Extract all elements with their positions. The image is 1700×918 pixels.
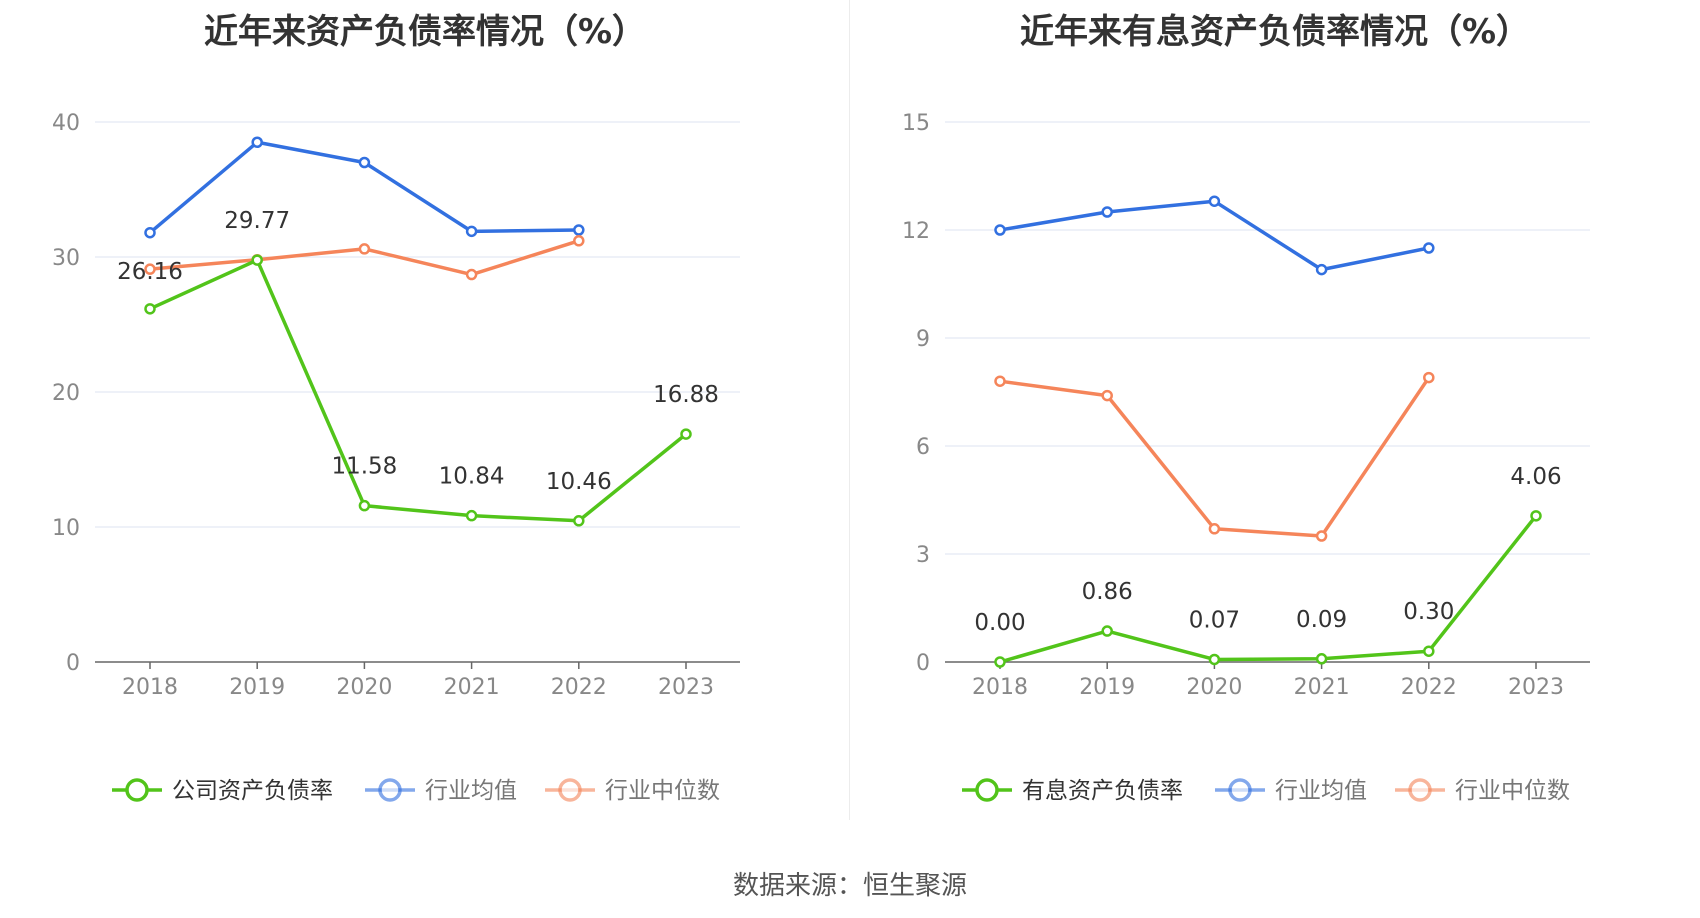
- data-point-median: [1315, 530, 1328, 542]
- chart-panel-debt-ratio: 近年来资产负债率情况（%） 0 10 20 30 40 2018 2019 2020 2021 2…: [0, 0, 850, 820]
- y-tick-label: 12: [902, 219, 930, 244]
- data-point-mean: [465, 225, 478, 238]
- data-point-company: [994, 656, 1006, 668]
- x-tick-label: 2019: [1079, 675, 1135, 700]
- data-point-company: [573, 515, 585, 527]
- data-label: 4.06: [1510, 464, 1561, 490]
- data-label: 0.86: [1082, 579, 1133, 605]
- legend-marker-company: [125, 778, 149, 802]
- legend-marker-mean: [378, 778, 402, 802]
- x-tick-label: 2020: [336, 675, 392, 700]
- legend-label: 行业中位数: [605, 778, 720, 804]
- y-tick-label: 10: [52, 516, 80, 541]
- data-point-median: [994, 375, 1006, 387]
- legend-marker-mean: [1228, 778, 1252, 802]
- data-point-company: [1530, 510, 1542, 522]
- data-point-mean: [1423, 242, 1435, 254]
- data-point-median: [465, 268, 478, 281]
- data-point-company: [1423, 645, 1435, 657]
- data-label: 29.77: [224, 208, 290, 234]
- x-tick-label: 2022: [551, 675, 607, 700]
- data-point-mean: [1315, 263, 1328, 276]
- y-tick-label: 9: [916, 327, 930, 352]
- data-label: 0.07: [1189, 607, 1240, 633]
- series-line-mean: [148, 140, 581, 235]
- data-point-mean: [1208, 195, 1221, 207]
- data-point-median: [1423, 371, 1435, 384]
- data-label: 16.88: [653, 382, 719, 408]
- data-point-company: [1315, 653, 1328, 665]
- legend-label: 行业均值: [1275, 778, 1367, 804]
- data-label: 0.09: [1296, 607, 1347, 633]
- x-tick-label: 2019: [229, 675, 285, 700]
- data-label: 0.30: [1403, 599, 1454, 625]
- line-chart-interest-debt-ratio: 0 3 6 9 12 15 2018 2019 2020 2021 2022 2023 0.00 0.86…: [902, 111, 1590, 804]
- data-point-median: [1101, 389, 1113, 402]
- series-line-median: [998, 375, 1431, 538]
- x-tick-label: 2022: [1401, 675, 1457, 700]
- data-point-company: [1101, 625, 1113, 637]
- y-tick-label: 3: [916, 543, 930, 568]
- data-point-median: [144, 263, 156, 275]
- data-point-mean: [251, 136, 263, 148]
- legend-marker-median: [558, 778, 582, 802]
- data-label: 10.84: [439, 464, 505, 490]
- y-tick-label: 15: [902, 111, 930, 136]
- legend-label: 行业中位数: [1455, 778, 1570, 804]
- series-line-mean: [998, 199, 1431, 272]
- x-tick-label: 2023: [1508, 675, 1564, 700]
- data-point-mean: [994, 224, 1006, 236]
- data-label: 26.16: [117, 259, 183, 285]
- chart-panel-interest-debt-ratio: 近年来有息资产负债率情况（%） 0 3 6 9 12 15 2018 2019 2020 2021…: [850, 0, 1700, 820]
- y-tick-label: 30: [52, 246, 80, 271]
- data-point-median: [358, 243, 371, 255]
- x-tick-label: 2018: [122, 675, 178, 700]
- legend-label: 有息资产负债率: [1022, 778, 1183, 804]
- data-point-company: [144, 303, 156, 315]
- x-tick-label: 2023: [658, 675, 714, 700]
- x-tick-label: 2021: [444, 675, 500, 700]
- series-line-company: [148, 258, 688, 523]
- chart-title: 近年来有息资产负债率情况（%）: [1019, 12, 1531, 52]
- data-label: 10.46: [546, 469, 612, 495]
- data-label: 0.00: [974, 610, 1025, 636]
- data-point-company: [680, 428, 692, 440]
- data-source-note: 数据来源：恒生聚源: [732, 871, 967, 901]
- line-chart-debt-ratio: 0 10 20 30 40 2018 2019 2020 2021 2022 2023 26.16 29…: [52, 111, 740, 804]
- y-tick-label: 0: [66, 651, 80, 676]
- series-line-company: [998, 514, 1538, 664]
- data-point-company: [358, 499, 371, 512]
- data-point-mean: [573, 224, 585, 236]
- x-tick-label: 2020: [1186, 675, 1242, 700]
- x-tick-label: 2021: [1294, 675, 1350, 700]
- data-point-company: [1208, 653, 1221, 666]
- legend-marker-median: [1408, 778, 1432, 802]
- panel-divider: [849, 0, 850, 820]
- data-point-mean: [1101, 206, 1113, 218]
- y-tick-label: 20: [52, 381, 80, 406]
- x-tick-label: 2018: [972, 675, 1028, 700]
- data-point-company: [465, 509, 478, 522]
- data-point-mean: [144, 226, 156, 239]
- y-tick-label: 40: [52, 111, 80, 136]
- y-tick-label: 6: [916, 435, 930, 460]
- legend-marker-company: [975, 778, 999, 802]
- legend-label: 公司资产负债率: [172, 778, 333, 804]
- data-point-median: [1208, 523, 1221, 535]
- data-label: 11.58: [331, 454, 397, 480]
- legend-label: 行业均值: [425, 778, 517, 804]
- data-point-mean: [358, 156, 371, 169]
- data-point-median: [573, 235, 585, 247]
- chart-title: 近年来资产负债率情况（%）: [203, 12, 647, 52]
- data-point-company: [251, 254, 263, 266]
- y-tick-label: 0: [916, 651, 930, 676]
